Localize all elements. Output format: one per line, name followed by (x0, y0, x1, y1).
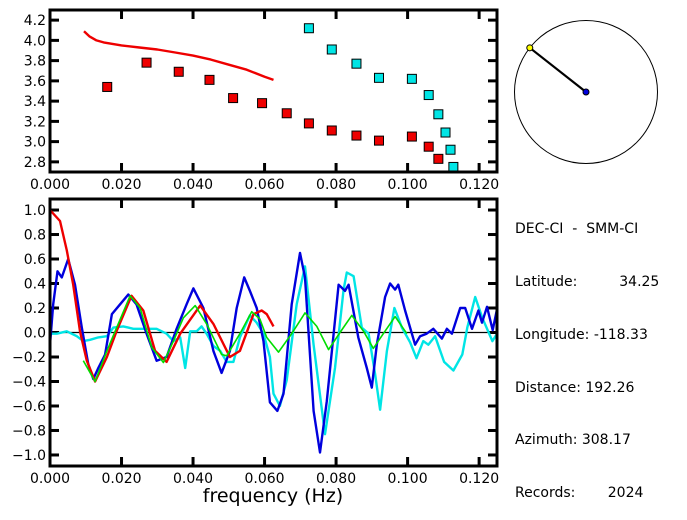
red-series-line (50, 209, 275, 383)
y-tick-label: 2.8 (24, 155, 46, 171)
cyan-square-point (373, 72, 384, 83)
cyan-square-point (423, 90, 434, 101)
y-tick-label: −0.4 (12, 374, 46, 390)
cyan-square-point (351, 58, 362, 69)
red-square-point (373, 135, 384, 146)
cyan-square-point (303, 23, 314, 34)
series-group (50, 209, 497, 454)
station-info-panel: DEC-CI - SMM-CI Latitude: 34.25 Longitude… (515, 186, 659, 520)
red-square-point (228, 93, 239, 104)
red-square-point (204, 74, 215, 85)
distance-row: Distance: 192.26 (515, 380, 659, 398)
red-square-point (257, 98, 268, 109)
y-tick-label: 4.2 (24, 13, 46, 29)
longitude-value: -118.33 (593, 326, 648, 343)
y-tick-label: 3.6 (24, 74, 46, 90)
x-tick-label: 0.020 (101, 177, 141, 193)
red-series-line (83, 30, 274, 82)
y-tick-label: 0.6 (24, 252, 46, 268)
x-tick-label: 0.120 (459, 471, 499, 487)
bottom-coherence-plot: 0.000 0.020 0.040 0.060 0.080 0.100 0.120 −1.0 −… (12, 197, 499, 487)
y-tick-label: −0.8 (12, 423, 46, 439)
top-velocity-plot: 0.000 0.020 0.040 0.060 0.080 0.100 0.120 2.8 3.… (24, 8, 499, 193)
y-tick-label: 0.4 (24, 277, 46, 293)
records-row: Records: 2024 (515, 485, 659, 503)
y-tick-label: −0.6 (12, 399, 46, 415)
x-tick-label: 0.080 (316, 177, 356, 193)
longitude-row: Longitude: -118.33 (515, 327, 659, 345)
red-square-point (433, 153, 444, 164)
x-tick-label: 0.040 (173, 471, 213, 487)
y-tick-label: 0.2 (24, 301, 46, 317)
cyan-square-point (406, 73, 417, 84)
blue-series-line (50, 251, 497, 454)
cyan-square-point (445, 144, 456, 155)
x-tick-label: 0.020 (101, 471, 141, 487)
y-tick-label: 3.8 (24, 54, 46, 70)
series-group (83, 23, 459, 172)
x-tick-label: 0.040 (173, 177, 213, 193)
x-tick-label: 0.000 (30, 471, 70, 487)
latitude-label: Latitude: (515, 273, 578, 290)
station-pair: DEC-CI - SMM-CI (515, 221, 639, 238)
azimuth-value: 308.17 (581, 432, 631, 449)
y-tick-label: −0.2 (12, 350, 46, 366)
latitude-row: Latitude: 34.25 (515, 274, 659, 292)
x-tick-label: 0.060 (245, 177, 285, 193)
y-tick-label: 1.0 (24, 203, 46, 219)
y-tick-label: 3.4 (24, 94, 46, 110)
red-square-point (173, 66, 184, 77)
y-tick-label: 3.0 (24, 135, 46, 151)
x-tick-label: 0.100 (388, 471, 428, 487)
x-tick-label: 0.080 (316, 471, 356, 487)
plot-frame (48, 197, 499, 468)
distance-value: 192.26 (585, 379, 635, 396)
y-tick-label: 0.0 (24, 326, 46, 342)
cyan-square-point (326, 44, 337, 55)
records-value: 2024 (607, 485, 644, 502)
x-tick-label: 0.120 (459, 177, 499, 193)
longitude-label: Longitude: (515, 326, 590, 343)
green-series-line (82, 295, 408, 383)
distance-label: Distance: (515, 379, 581, 396)
red-square-point (351, 130, 362, 141)
azimuth-line (529, 46, 587, 93)
cyan-square-point (448, 161, 459, 172)
azimuth-label: Azimuth: (515, 432, 578, 449)
center-station-icon (582, 88, 590, 96)
red-square-point (102, 81, 113, 92)
y-tick-label: 0.8 (24, 228, 46, 244)
red-square-point (326, 125, 337, 136)
y-tick-label: 4.0 (24, 33, 46, 49)
station-marker-icon (526, 44, 534, 52)
y-tick-label: −1.0 (12, 448, 46, 464)
y-tick-label: 3.2 (24, 114, 46, 130)
x-tick-label: 0.000 (30, 177, 70, 193)
cyan-square-point (440, 127, 451, 138)
records-label: Records: (515, 485, 576, 502)
latitude-value: 34.25 (619, 273, 660, 290)
x-tick-label: 0.100 (388, 177, 428, 193)
plot-frame (48, 8, 499, 174)
azimuth-row: Azimuth: 308.17 (515, 432, 659, 450)
red-square-point (406, 131, 417, 142)
red-square-point (141, 57, 152, 68)
compass-circle (514, 20, 658, 164)
red-square-point (423, 141, 434, 152)
azimuth-compass (514, 20, 658, 164)
x-axis-label: frequency (Hz) (203, 485, 343, 507)
cyan-series-line (50, 265, 497, 436)
red-square-point (281, 108, 292, 119)
red-square-point (303, 118, 314, 129)
x-tick-label: 0.060 (245, 471, 285, 487)
cyan-square-point (433, 109, 444, 120)
